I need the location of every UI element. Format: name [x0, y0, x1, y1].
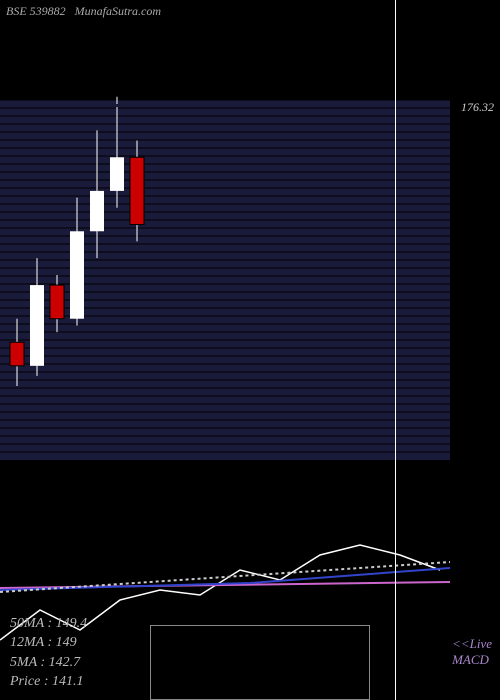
macd-text: MACD	[452, 652, 489, 667]
exchange-label: BSE	[6, 4, 27, 18]
price-top-label: 176.32	[461, 100, 494, 115]
indicator-inner-box	[150, 625, 370, 700]
ma5-label: 5MA : 142.7	[10, 653, 87, 673]
chart-header: BSE 539882 MunafaSutra.com	[6, 4, 161, 19]
info-panel: 50MA : 149.4 12MA : 149 5MA : 142.7 Pric…	[10, 614, 87, 692]
macd-label: <<Live MACD	[452, 636, 492, 668]
ma12-label: 12MA : 149	[10, 633, 87, 653]
ma50-label: 50MA : 149.4	[10, 614, 87, 634]
site-label: MunafaSutra.com	[75, 4, 161, 18]
symbol-label: 539882	[30, 4, 66, 18]
cursor-vline	[395, 0, 396, 700]
live-price-hline	[0, 104, 450, 107]
macd-live-text: <<Live	[452, 636, 492, 651]
price-label: Price : 141.1	[10, 672, 87, 692]
